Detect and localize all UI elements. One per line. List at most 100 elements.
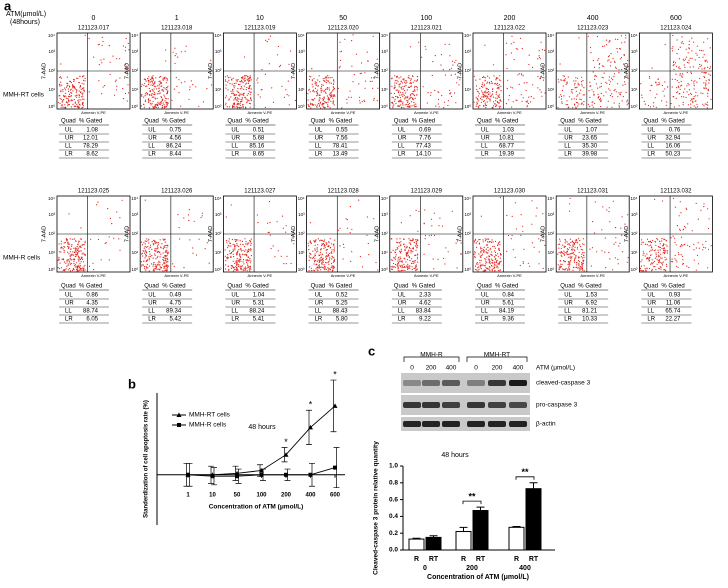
flow-dot	[70, 262, 73, 264]
flow-dot	[143, 250, 145, 252]
flow-dot	[692, 101, 694, 104]
flow-dot	[494, 254, 497, 256]
flow-dot	[327, 101, 329, 103]
flow-dot	[489, 83, 491, 85]
flow-dot	[319, 81, 321, 83]
flow-dot	[127, 226, 129, 228]
flow-dot	[422, 86, 424, 88]
flow-dot	[568, 210, 571, 212]
flow-dot	[153, 83, 155, 85]
flow-dot	[580, 267, 582, 269]
flow-dot	[671, 260, 673, 263]
flow-dot	[128, 229, 130, 232]
flow-dot	[174, 55, 176, 57]
flow-dot	[654, 265, 656, 268]
flow-dot	[572, 266, 575, 269]
flow-dot	[405, 253, 407, 255]
flow-dot	[243, 56, 246, 58]
flow-dot	[239, 254, 241, 256]
flow-dot	[577, 77, 579, 79]
quad-name: LL	[398, 144, 405, 150]
flow-dot	[248, 100, 250, 102]
quad-name: UR	[315, 301, 324, 307]
flow-dot	[690, 100, 692, 102]
flow-dot	[654, 240, 656, 243]
flow-dot	[624, 83, 626, 85]
flow-dot	[700, 92, 702, 94]
gated-value: 89.34	[166, 309, 182, 315]
flow-dot	[160, 85, 162, 87]
flow-dot	[665, 250, 667, 252]
flow-dot	[148, 238, 150, 240]
flow-dot	[489, 247, 491, 249]
flow-dot	[366, 234, 368, 236]
blot-band	[509, 421, 527, 427]
quadrant-dots	[88, 236, 121, 271]
flow-dot	[406, 258, 409, 261]
quad-name: LL	[148, 309, 155, 315]
flow-dot	[154, 104, 156, 106]
flow-dot	[615, 237, 617, 239]
flow-dot	[402, 101, 404, 103]
flow-dot	[367, 60, 369, 62]
flow-dot	[606, 209, 608, 211]
flow-dot	[674, 258, 676, 260]
quad-name: UL	[315, 293, 323, 299]
flow-dot	[178, 79, 180, 81]
gated-value: 4.75	[170, 301, 182, 307]
flow-dot	[685, 227, 687, 229]
flow-dot	[392, 102, 394, 105]
flow-dot	[687, 104, 690, 106]
flow-dot	[608, 59, 610, 61]
flow-dot	[609, 83, 611, 85]
flow-dot	[320, 259, 323, 261]
quadrant-dots	[640, 76, 669, 108]
flow-dot	[687, 244, 689, 246]
flow-dot	[674, 237, 676, 239]
flow-dot	[703, 206, 705, 208]
flow-dot	[165, 87, 168, 89]
flow-dot	[247, 249, 249, 251]
flow-dot	[701, 71, 703, 73]
flow-dot	[248, 259, 250, 261]
flow-dot	[569, 253, 571, 255]
flow-dot	[525, 100, 527, 102]
flow-dot	[576, 248, 579, 250]
legend-marker	[177, 423, 181, 427]
flow-dot	[559, 63, 561, 65]
flow-dot	[276, 221, 278, 223]
gated-value: 12.01	[83, 136, 99, 142]
flow-dot	[479, 255, 481, 257]
flow-dot	[116, 85, 118, 87]
flow-dot	[241, 265, 243, 267]
flow-dot	[580, 103, 583, 105]
flow-dot	[664, 88, 666, 90]
flow-dot	[316, 104, 318, 106]
row-label: MMH-R cells	[3, 255, 41, 262]
flow-dot	[78, 96, 80, 98]
flow-dot	[430, 94, 432, 96]
flow-dot	[60, 106, 62, 108]
flow-dot	[666, 265, 668, 267]
flow-dot	[416, 254, 418, 256]
flow-dot	[158, 260, 160, 262]
flow-dot	[573, 260, 576, 262]
flow-dot	[404, 80, 406, 82]
flow-dot	[480, 252, 482, 254]
flow-dot	[591, 104, 593, 106]
flow-dot	[148, 265, 151, 267]
flow-dot	[615, 227, 617, 229]
flow-dot	[319, 94, 321, 96]
quadrant-dots	[473, 238, 502, 272]
flow-dot	[330, 91, 333, 93]
flow-dot	[437, 103, 439, 105]
axis-tick-label: 10⁰	[631, 104, 638, 109]
flow-dot	[326, 257, 328, 259]
flow-dot	[79, 246, 81, 248]
flow-dot	[332, 83, 335, 85]
flow-dot	[93, 269, 95, 271]
flow-dot	[434, 89, 436, 92]
flow-dot	[146, 267, 148, 269]
